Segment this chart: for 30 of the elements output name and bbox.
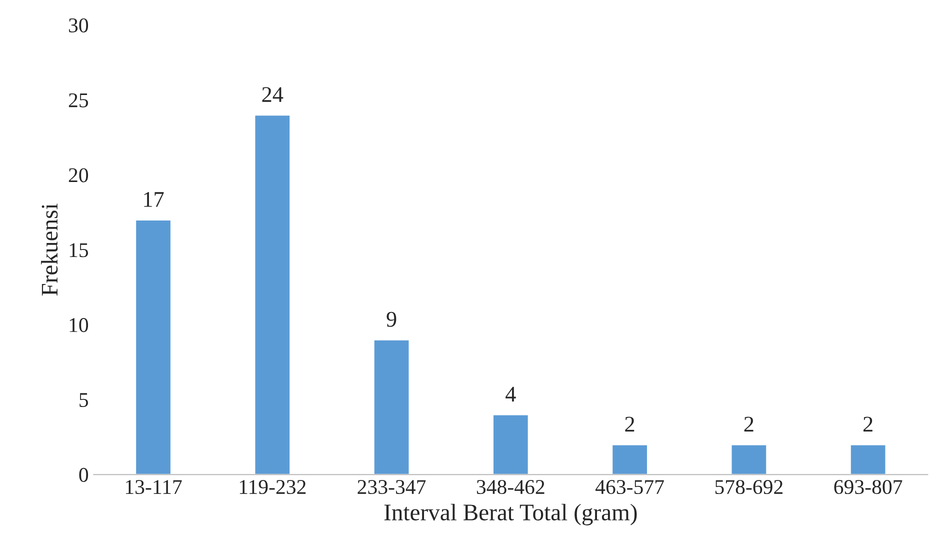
bar <box>254 114 291 475</box>
x-tick-label: 578-692 <box>715 480 782 494</box>
data-label: 24 <box>262 87 284 102</box>
data-label: 2 <box>863 416 872 432</box>
x-tick-label: 463-577 <box>595 480 664 494</box>
y-axis-title: Frekuensi <box>41 204 58 296</box>
bar <box>730 444 768 475</box>
x-tick-label: 348-462 <box>476 480 544 494</box>
x-tick-label: 13-117 <box>126 480 182 494</box>
y-tick-label: 30 <box>69 18 88 32</box>
y-tick-label: 20 <box>68 168 88 182</box>
x-axis-title: Interval Berat Total (gram) <box>384 504 637 526</box>
bar <box>850 444 887 475</box>
y-tick-label: 15 <box>70 243 88 258</box>
data-label: 2 <box>744 416 754 432</box>
bar <box>492 414 530 475</box>
y-tick-label: 10 <box>70 318 88 332</box>
x-tick-label: 119-232 <box>240 480 306 494</box>
y-tick-label: 25 <box>68 93 88 108</box>
bar <box>134 219 172 475</box>
data-label: 9 <box>386 312 396 327</box>
x-tick-label: 693-807 <box>834 480 902 494</box>
y-tick-label: 0 <box>79 468 88 482</box>
bar <box>372 338 410 475</box>
y-tick-label: 5 <box>80 393 88 408</box>
bar <box>611 444 648 475</box>
data-label: 2 <box>625 416 634 432</box>
x-tick-label: 233-347 <box>358 480 426 494</box>
data-label: 4 <box>506 386 516 402</box>
data-label: 17 <box>144 192 164 207</box>
